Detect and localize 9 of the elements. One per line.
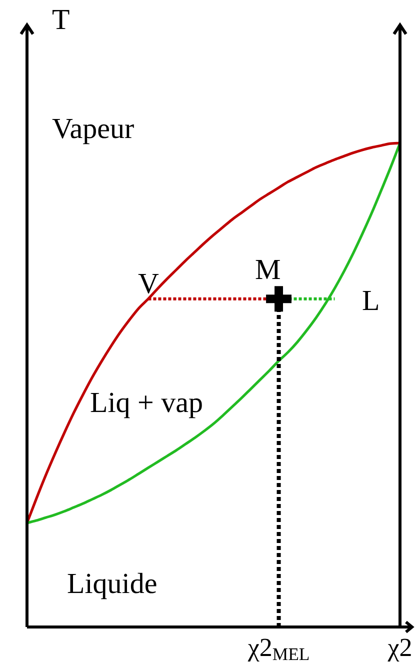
annotation: M — [255, 254, 281, 286]
y-axis-title: T — [52, 4, 70, 36]
annotation: Vapeur — [52, 113, 134, 145]
annotation: L — [362, 285, 380, 317]
annotation: V — [138, 268, 159, 300]
annotation: Liq + vap — [90, 387, 203, 419]
annotation: Liquide — [67, 568, 158, 600]
x-tick-label: χ2 — [386, 633, 412, 662]
x-tick-label: χ2$_{MEL}$ — [246, 633, 310, 664]
